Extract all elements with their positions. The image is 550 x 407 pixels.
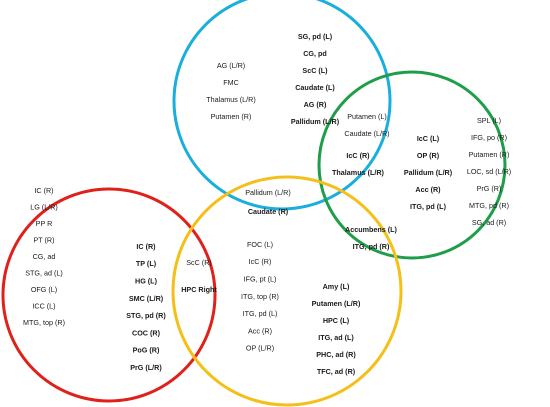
region-label: MTG, pd (R) — [469, 201, 509, 210]
region-label: LG (L/R) — [30, 202, 58, 211]
region-label: Amy (L) — [323, 282, 350, 291]
region-label: ITG, ad (L) — [318, 333, 354, 342]
circle-blue — [172, 0, 392, 211]
circle-red — [1, 187, 217, 403]
region-label: Caudate (L) — [295, 83, 335, 92]
region-label: HPC (L) — [323, 316, 350, 325]
region-label: IFG, pt (L) — [244, 275, 277, 284]
region-label: ITG, top (R) — [241, 292, 279, 301]
region-label: PrG (R) — [477, 184, 502, 193]
region-label: TFC, ad (R) — [317, 367, 356, 376]
region-label: IcC (R) — [346, 151, 370, 160]
region-label: Putamen (L/R) — [312, 299, 361, 308]
region-label: HPC Right — [181, 285, 217, 294]
region-label: ICC (L) — [32, 301, 55, 310]
region-label: Putamen (R) — [469, 150, 510, 159]
region-label: ScC (R) — [186, 258, 212, 267]
region-label: Pallidum (L/R) — [245, 188, 291, 197]
region-label: Thalamus (L/R) — [206, 95, 256, 104]
region-label: IcC (L) — [417, 134, 440, 143]
region-label: Accumbens (L) — [345, 225, 398, 234]
region-label: ScC (L) — [302, 66, 328, 75]
region-label: IC (R) — [34, 186, 53, 195]
region-label: Pallidum (L/R) — [291, 117, 340, 126]
region-label: SG, ad (R) — [472, 218, 506, 227]
region-label: MTG, top (R) — [23, 318, 65, 327]
region-label: IcC (R) — [249, 257, 272, 266]
region-label: PrG (L/R) — [130, 363, 162, 372]
region-label: Caudate (R) — [248, 207, 289, 216]
region-label: CG, ad — [33, 252, 56, 261]
region-label: OFG (L) — [31, 285, 57, 294]
circle-yellow — [171, 175, 403, 407]
region-label: FMC — [223, 78, 239, 87]
region-label: SPL (L) — [477, 116, 501, 125]
region-label: LOC, sd (L/R) — [467, 167, 511, 176]
region-label: PP R — [36, 219, 53, 228]
region-label: OP (R) — [417, 151, 440, 160]
region-label: OP (L/R) — [246, 344, 274, 353]
region-label: SMC (L/R) — [129, 294, 164, 303]
region-label: IFG, po (R) — [471, 133, 507, 142]
region-label: Acc (R) — [415, 185, 441, 194]
region-label: SG, pd (L) — [298, 32, 333, 41]
region-label: HG (L) — [135, 277, 158, 286]
region-label: AG (R) — [304, 100, 327, 109]
region-label: Thalamus (L/R) — [332, 168, 385, 177]
circle-green — [317, 70, 507, 260]
region-label: IC (R) — [136, 242, 156, 251]
region-label: ITG, pd (R) — [353, 242, 390, 251]
region-label: Pallidum (L/R) — [404, 168, 453, 177]
region-label: Putamen (L) — [347, 112, 387, 121]
region-label: CG, pd — [303, 49, 327, 58]
region-label: STG, pd (R) — [126, 311, 166, 320]
region-label: FOC (L) — [247, 240, 273, 249]
region-label: PoG (R) — [133, 346, 160, 355]
region-label: COC (R) — [132, 328, 161, 337]
region-label: STG, ad (L) — [25, 268, 63, 277]
region-label: Putamen (R) — [211, 112, 252, 121]
region-label: AG (L/R) — [217, 61, 245, 70]
region-label: ITG, pd (L) — [410, 202, 447, 211]
region-label: Acc (R) — [248, 326, 272, 335]
region-label: ITG, pd (L) — [243, 309, 278, 318]
region-label: Caudate (L/R) — [344, 129, 389, 138]
region-label: TP (L) — [136, 259, 157, 268]
region-label: PT (R) — [33, 235, 54, 244]
region-label: PHC, ad (R) — [316, 350, 356, 359]
